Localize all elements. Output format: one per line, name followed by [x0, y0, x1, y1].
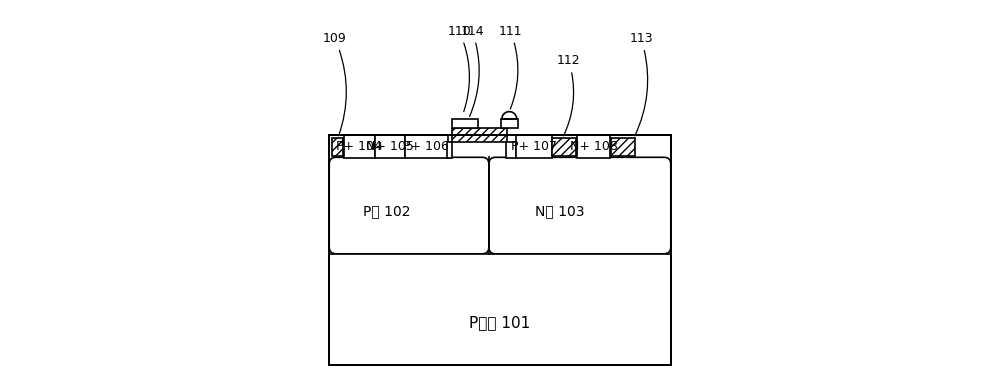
Bar [577, 135, 610, 158]
Bar [332, 138, 343, 156]
Text: P+ 106: P+ 106 [403, 140, 449, 153]
Text: P阱 102: P阱 102 [363, 204, 411, 218]
Bar [501, 119, 518, 128]
Bar [611, 138, 635, 156]
Text: 113: 113 [629, 32, 653, 136]
Text: 110: 110 [447, 25, 471, 111]
FancyBboxPatch shape [329, 157, 489, 254]
Text: P+ 107: P+ 107 [511, 140, 557, 153]
Text: N+ 108: N+ 108 [570, 140, 617, 153]
Bar [516, 135, 552, 158]
Text: N阱 103: N阱 103 [535, 204, 584, 218]
Polygon shape [502, 112, 517, 119]
Text: N+ 105: N+ 105 [366, 140, 414, 153]
Bar [344, 135, 375, 158]
FancyBboxPatch shape [489, 157, 671, 254]
Bar [452, 128, 507, 142]
Text: 114: 114 [460, 25, 484, 117]
Text: P+ 104: P+ 104 [336, 140, 382, 153]
Bar [405, 135, 448, 158]
Bar [329, 135, 671, 365]
Text: 112: 112 [557, 54, 580, 136]
Bar [452, 119, 478, 128]
Text: P衬底 101: P衬底 101 [469, 315, 531, 330]
Text: 109: 109 [323, 32, 347, 136]
Bar [552, 138, 576, 156]
Bar [447, 142, 452, 158]
Text: 111: 111 [499, 25, 522, 109]
Bar [375, 135, 405, 158]
Bar [506, 142, 516, 158]
Bar [329, 254, 671, 365]
